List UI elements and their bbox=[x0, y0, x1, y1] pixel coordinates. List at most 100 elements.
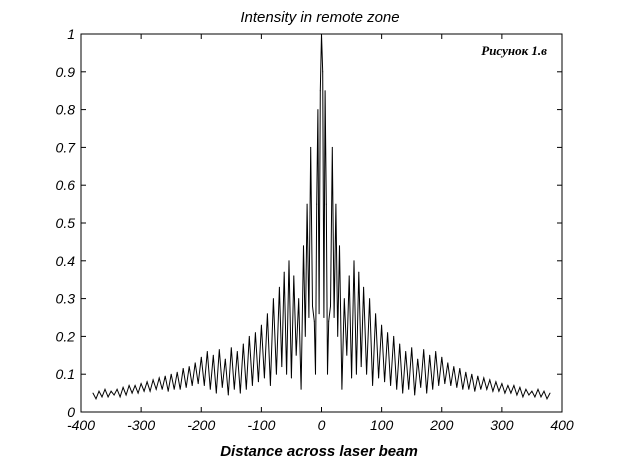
data-point bbox=[245, 388, 247, 390]
data-point bbox=[519, 386, 521, 388]
data-point bbox=[98, 390, 100, 392]
data-point bbox=[337, 335, 339, 337]
data-point bbox=[353, 260, 355, 262]
data-point bbox=[384, 381, 386, 383]
data-point bbox=[300, 388, 302, 390]
x-tick-label: 100 bbox=[370, 417, 394, 433]
data-point bbox=[257, 381, 259, 383]
data-point bbox=[468, 388, 470, 390]
data-point bbox=[266, 313, 268, 315]
data-point bbox=[366, 373, 368, 375]
data-point bbox=[227, 394, 229, 396]
data-point bbox=[233, 388, 235, 390]
data-point bbox=[402, 392, 404, 394]
data-point bbox=[164, 375, 166, 377]
data-point bbox=[453, 366, 455, 368]
data-point bbox=[254, 332, 256, 334]
data-point bbox=[351, 377, 353, 379]
data-point bbox=[303, 245, 304, 247]
data-point bbox=[134, 385, 136, 386]
data-point bbox=[260, 324, 262, 326]
data-point bbox=[486, 388, 488, 390]
y-tick-label: 0.7 bbox=[56, 139, 77, 155]
data-point bbox=[188, 366, 190, 368]
data-point bbox=[304, 335, 306, 337]
data-point bbox=[317, 109, 319, 111]
data-point bbox=[456, 386, 458, 388]
y-tick-label: 0.2 bbox=[56, 328, 76, 344]
data-point bbox=[405, 351, 407, 352]
y-tick-label: 0.6 bbox=[56, 177, 76, 193]
data-point bbox=[522, 396, 524, 398]
data-point bbox=[372, 385, 374, 386]
data-point bbox=[325, 203, 327, 205]
data-point bbox=[95, 398, 97, 400]
data-point bbox=[375, 313, 377, 315]
data-point bbox=[179, 388, 181, 390]
data-point bbox=[399, 343, 401, 345]
data-point bbox=[236, 351, 238, 352]
data-point bbox=[155, 388, 157, 390]
data-point bbox=[534, 396, 536, 398]
data-point bbox=[483, 377, 485, 379]
data-point bbox=[239, 392, 241, 394]
data-point bbox=[459, 368, 461, 369]
data-point bbox=[462, 388, 464, 390]
data-point bbox=[426, 392, 428, 394]
data-point bbox=[324, 90, 326, 92]
data-point bbox=[328, 320, 330, 322]
data-point bbox=[306, 203, 308, 205]
data-point bbox=[212, 354, 214, 356]
data-point bbox=[272, 298, 274, 300]
data-point bbox=[167, 390, 169, 392]
data-point bbox=[200, 356, 202, 358]
data-point bbox=[516, 394, 518, 396]
data-point bbox=[278, 286, 280, 288]
data-point bbox=[185, 386, 187, 388]
data-point bbox=[323, 317, 325, 318]
data-point bbox=[432, 388, 434, 390]
data-point bbox=[393, 335, 395, 337]
y-tick-label: 1 bbox=[67, 26, 75, 42]
data-point bbox=[330, 305, 331, 307]
data-point bbox=[414, 394, 416, 396]
data-point bbox=[290, 377, 292, 379]
data-point bbox=[435, 351, 437, 352]
data-point bbox=[335, 203, 337, 205]
data-point bbox=[537, 388, 539, 390]
y-tick-label: 0.5 bbox=[56, 215, 76, 231]
data-point bbox=[116, 388, 118, 390]
data-point bbox=[327, 373, 328, 375]
data-point bbox=[381, 324, 383, 326]
data-point bbox=[546, 398, 548, 400]
data-point bbox=[281, 366, 283, 368]
data-point bbox=[319, 90, 321, 92]
x-tick-label: 300 bbox=[490, 417, 514, 433]
data-point bbox=[423, 349, 425, 351]
data-point bbox=[387, 332, 389, 334]
data-point bbox=[316, 203, 318, 205]
data-point bbox=[360, 366, 362, 368]
data-point bbox=[420, 386, 422, 388]
data-point bbox=[507, 385, 509, 386]
x-tick-label: -400 bbox=[67, 417, 95, 433]
y-tick-label: 0.4 bbox=[56, 253, 76, 269]
data-point bbox=[513, 385, 515, 386]
data-point bbox=[137, 392, 139, 394]
data-point bbox=[149, 390, 151, 392]
y-tick-label: 0.1 bbox=[56, 366, 75, 382]
plot-area bbox=[80, 33, 563, 413]
data-point bbox=[501, 383, 503, 385]
data-point bbox=[218, 349, 220, 351]
data-point bbox=[110, 390, 112, 392]
chart-title: Intensity in remote zone bbox=[240, 9, 399, 26]
data-point bbox=[161, 388, 163, 390]
y-tick-label: 0 bbox=[67, 404, 75, 420]
x-tick-label: 400 bbox=[550, 417, 574, 433]
data-point bbox=[293, 275, 295, 277]
data-point bbox=[182, 368, 184, 369]
data-point bbox=[215, 392, 217, 394]
data-point bbox=[173, 388, 175, 390]
data-point bbox=[358, 271, 360, 273]
data-point bbox=[170, 373, 172, 375]
